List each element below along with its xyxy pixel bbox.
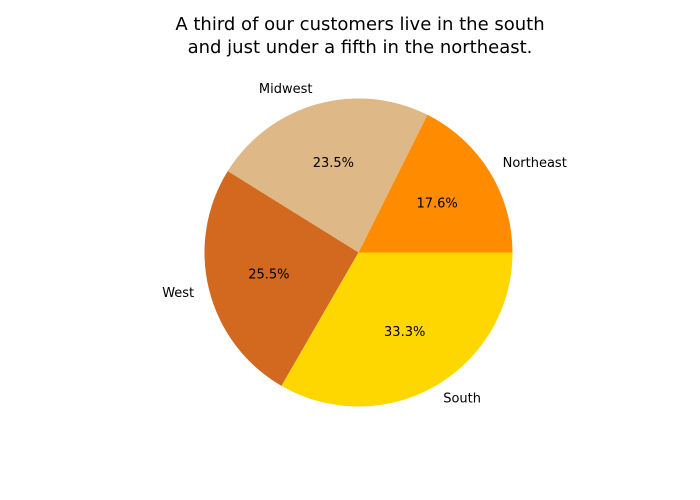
slice-label-south: South [443, 392, 481, 407]
pie-slice-south [281, 252, 513, 407]
slice-percent-west: 25.5% [248, 267, 289, 282]
pie-slice-midwest [227, 98, 428, 253]
slice-percent-south: 33.3% [384, 325, 425, 340]
chart-title-line-1: A third of our customers live in the sou… [175, 14, 544, 35]
chart-title-line-2: and just under a fifth in the northeast. [188, 37, 533, 58]
slice-percent-northeast: 17.6% [416, 196, 457, 211]
slice-label-midwest: Midwest [259, 82, 313, 97]
pie-labels: Northeast 17.6% Midwest 23.5% West 25.5% South… [162, 82, 567, 407]
pie-slice-northeast [358, 114, 513, 253]
slice-label-northeast: Northeast [503, 156, 567, 171]
slice-percent-midwest: 23.5% [313, 156, 354, 171]
slice-label-west: West [162, 286, 194, 301]
pie-slice-west [204, 171, 359, 386]
pie-slices [204, 98, 513, 407]
